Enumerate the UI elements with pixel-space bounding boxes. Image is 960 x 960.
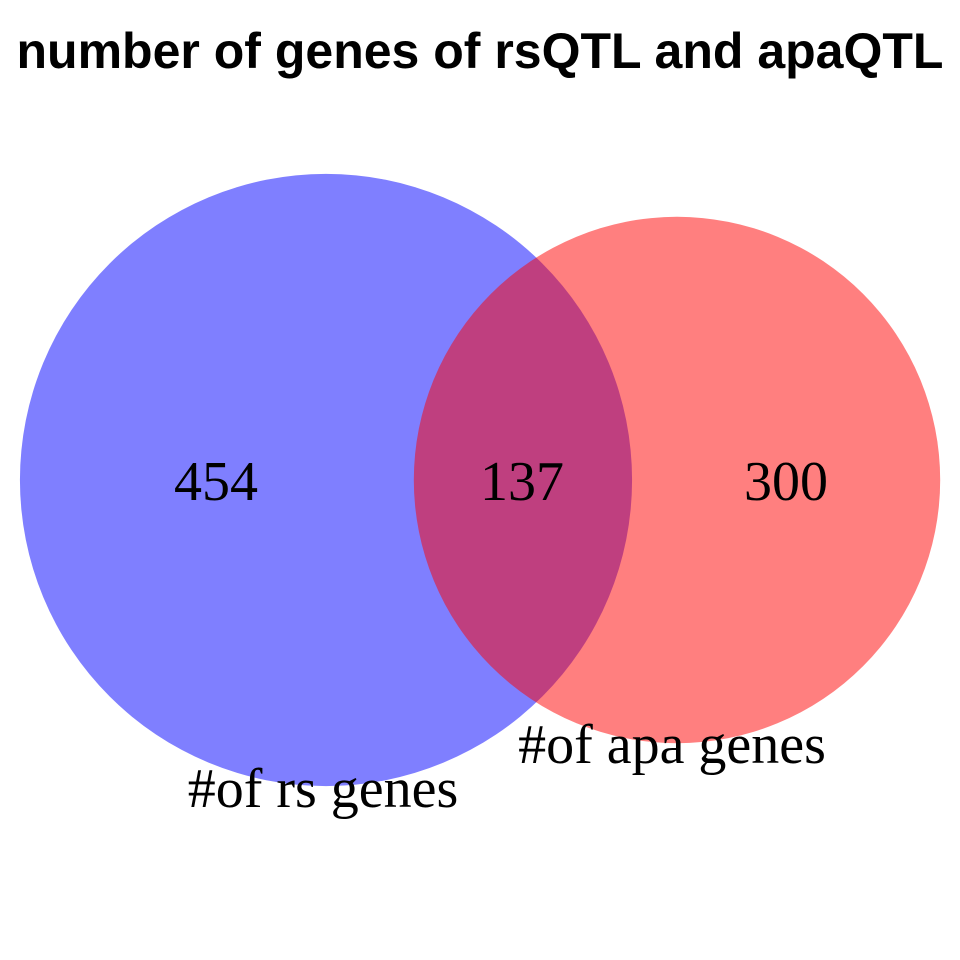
- region-count: 137: [480, 451, 564, 513]
- set-label: #of rs genes: [188, 758, 459, 820]
- chart-title: number of genes of rsQTL and apaQTL: [17, 23, 944, 79]
- region-count: 300: [744, 451, 828, 513]
- set-label: #of apa genes: [518, 714, 826, 776]
- region-count: 454: [174, 451, 258, 513]
- set-circle: [413, 216, 941, 744]
